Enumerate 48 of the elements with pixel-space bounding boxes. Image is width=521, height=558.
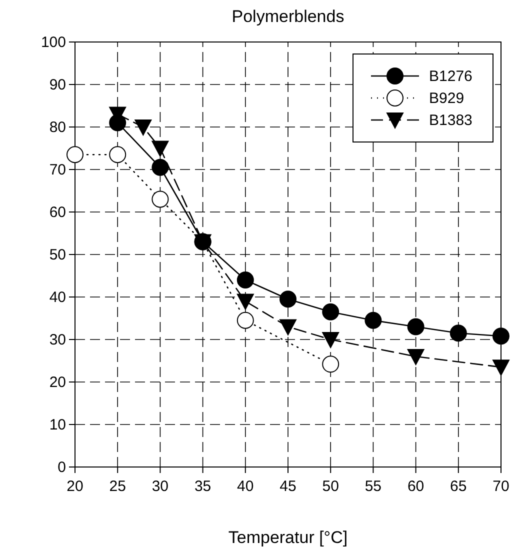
x-tick-label: 50 [322, 478, 339, 495]
x-tick-label: 45 [280, 478, 296, 495]
point [322, 332, 340, 348]
point [66, 146, 84, 164]
point [492, 360, 510, 376]
point [280, 319, 296, 336]
x-tick-label: 70 [492, 478, 510, 495]
y-tick-label: 10 [49, 416, 66, 434]
point [322, 303, 340, 320]
y-tick-label: 100 [40, 34, 66, 51]
point [152, 140, 169, 157]
x-tick-label: 65 [450, 478, 467, 495]
point [322, 356, 340, 373]
point [109, 146, 126, 164]
point [109, 114, 126, 132]
point [407, 349, 424, 365]
x-tick-label: 40 [237, 478, 254, 495]
y-tick-label: 20 [49, 374, 66, 391]
y-tick-label: 70 [49, 162, 66, 178]
point [236, 294, 254, 310]
y-tick-label: 60 [49, 204, 66, 221]
point [134, 120, 152, 136]
x-tick-label: 25 [109, 478, 126, 495]
y-tick-label: 80 [49, 119, 66, 136]
legend-label: B929 [429, 90, 464, 107]
point [450, 324, 467, 342]
y-tick-label: 0 [58, 459, 66, 476]
point [236, 272, 254, 288]
point [152, 158, 169, 176]
y-tick-label: 90 [49, 76, 66, 94]
y-tick-label: 50 [49, 246, 66, 264]
x-tick-label: 20 [66, 478, 84, 495]
x-tick-label: 30 [152, 478, 169, 495]
point [492, 328, 510, 345]
point [152, 190, 169, 208]
point [280, 290, 296, 308]
legend-label: B1276 [429, 68, 472, 85]
point [364, 312, 382, 329]
legend-label: B1383 [429, 112, 472, 129]
x-tick-label: 35 [194, 478, 212, 495]
x-tick-label: 60 [407, 478, 424, 495]
y-tick-label: 40 [49, 289, 66, 306]
chart-title: Polymerblends [232, 7, 344, 26]
x-tick-label: 55 [364, 478, 382, 495]
x-axis-title: Temperatur [°C] [228, 528, 348, 547]
point [407, 318, 424, 336]
y-tick-label: 30 [49, 332, 66, 348]
point [236, 312, 254, 329]
